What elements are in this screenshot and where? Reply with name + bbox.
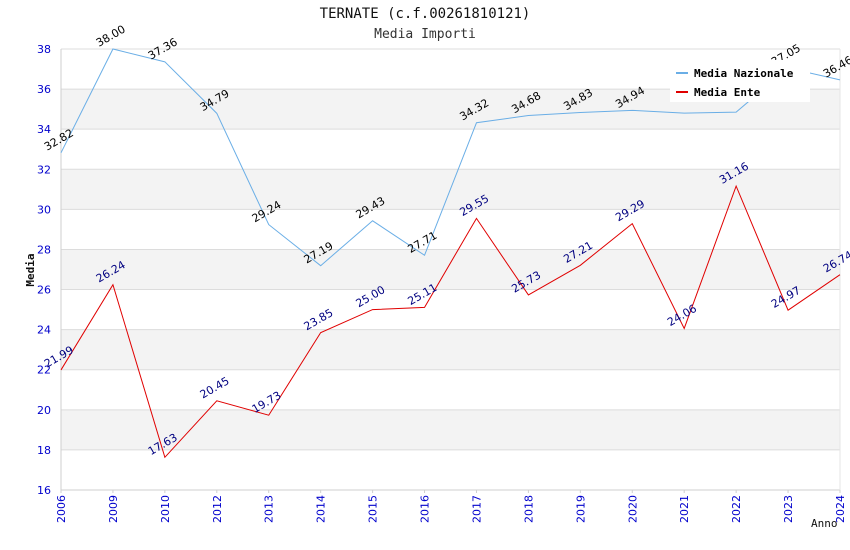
x-tick-label: 2020	[626, 495, 639, 523]
grid-band	[61, 449, 840, 490]
x-tick-label: 2024	[834, 495, 847, 523]
y-tick-label: 20	[37, 404, 51, 417]
series-line-ente	[60, 184, 841, 459]
axes	[60, 49, 841, 491]
x-axis-ticks: 2006 2009 2010 2012 2013 2014 2015 2016 2017 2018…	[55, 490, 847, 523]
x-tick-label: 2021	[678, 495, 691, 523]
y-tick-label: 36	[37, 83, 51, 96]
grid-bands	[61, 49, 840, 490]
legend-box	[670, 60, 810, 102]
x-tick-label: 2010	[159, 495, 172, 523]
chart-title: TERNATE (c.f.00261810121)	[319, 6, 531, 22]
y-tick-label: 16	[37, 484, 51, 497]
y-tick-label: 24	[37, 324, 51, 337]
y-tick-label: 38	[37, 43, 51, 56]
grid-band	[61, 289, 840, 330]
grid-band	[61, 369, 840, 410]
legend-label: Media Nazionale	[694, 67, 794, 80]
chart-subtitle: Media Importi	[374, 27, 476, 42]
legend-label: Media Ente	[694, 86, 761, 99]
x-tick-label: 2009	[107, 495, 120, 523]
grid-band	[61, 129, 840, 170]
x-tick-label: 2023	[782, 495, 795, 523]
x-tick-label: 2019	[574, 495, 587, 523]
x-axis-label: Anno	[811, 517, 838, 530]
series-lines	[60, 48, 841, 459]
y-tick-label: 34	[37, 123, 51, 136]
y-tick-label: 26	[37, 284, 51, 297]
x-tick-label: 2016	[419, 495, 432, 523]
x-tick-label: 2022	[730, 495, 743, 523]
grid-band	[61, 209, 840, 250]
grid-band	[61, 409, 840, 450]
x-tick-label: 2015	[367, 495, 380, 523]
series-line-nazionale	[60, 48, 841, 267]
y-tick-label: 18	[37, 444, 51, 457]
x-tick-label: 2012	[211, 495, 224, 523]
x-tick-label: 2018	[522, 495, 535, 523]
y-axis-label: Media	[24, 253, 37, 286]
y-tick-label: 28	[37, 243, 51, 256]
y-tick-label: 32	[37, 163, 51, 176]
x-tick-label: 2017	[470, 495, 483, 523]
y-tick-label: 30	[37, 203, 51, 216]
grid-band	[61, 329, 840, 370]
legend: Media Nazionale Media Ente	[670, 60, 810, 102]
grid-band	[61, 249, 840, 290]
y-axis-ticks: 16 18 20 22 24 26 28 30 32 34 36 38	[37, 43, 51, 497]
x-tick-label: 2014	[315, 495, 328, 523]
x-tick-label: 2013	[263, 495, 276, 523]
y-tick-label: 22	[37, 364, 51, 377]
data-label: 38.00	[94, 23, 128, 50]
x-tick-label: 2006	[55, 495, 68, 523]
